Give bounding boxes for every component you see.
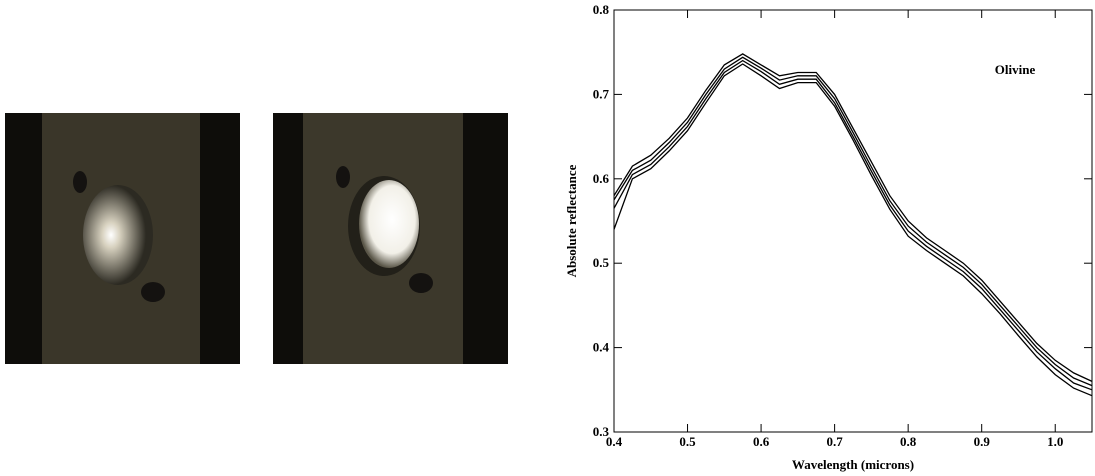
spectrum-line [613, 56, 1093, 387]
x-axis-label: Wavelength (microns) [792, 457, 914, 472]
y-axis-label: Absolute reflectance [564, 164, 579, 277]
y-tick-label: 0.3 [593, 424, 610, 439]
y-tick-label: 0.6 [593, 171, 610, 186]
photo-right [273, 113, 508, 364]
x-tick-label: 0.9 [974, 434, 991, 449]
x-tick-label: 0.8 [900, 434, 917, 449]
x-tick-label: 0.4 [606, 434, 623, 449]
y-tick-label: 0.7 [593, 86, 610, 101]
spectrum-line [613, 59, 1093, 391]
y-tick-label: 0.4 [593, 340, 610, 355]
x-tick-label: 0.5 [679, 434, 696, 449]
y-tick-label: 0.5 [593, 255, 610, 270]
spectrum-line [613, 53, 1093, 382]
annotation: Olivine [995, 62, 1036, 77]
photo-left [5, 113, 240, 364]
spectrum-line [613, 63, 1093, 397]
x-tick-label: 1.0 [1047, 434, 1063, 449]
x-tick-label: 0.6 [753, 434, 770, 449]
plot-frame [613, 9, 1093, 433]
y-tick-label: 0.8 [593, 2, 610, 17]
x-tick-label: 0.7 [826, 434, 843, 449]
